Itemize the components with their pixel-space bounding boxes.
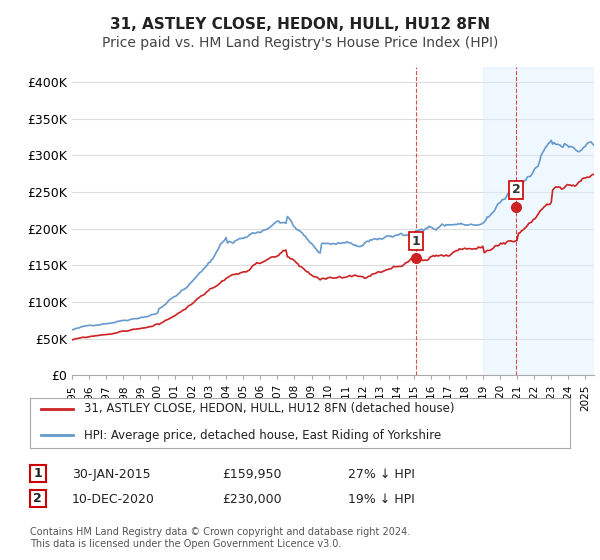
Text: 1: 1 — [34, 467, 42, 480]
Text: 27% ↓ HPI: 27% ↓ HPI — [348, 468, 415, 482]
Text: 31, ASTLEY CLOSE, HEDON, HULL, HU12 8FN: 31, ASTLEY CLOSE, HEDON, HULL, HU12 8FN — [110, 17, 490, 32]
Text: £159,950: £159,950 — [222, 468, 281, 482]
Text: 19% ↓ HPI: 19% ↓ HPI — [348, 493, 415, 506]
Text: 31, ASTLEY CLOSE, HEDON, HULL, HU12 8FN (detached house): 31, ASTLEY CLOSE, HEDON, HULL, HU12 8FN … — [84, 402, 455, 415]
Text: 2: 2 — [512, 183, 520, 196]
Text: 2: 2 — [34, 492, 42, 505]
Text: Contains HM Land Registry data © Crown copyright and database right 2024.
This d: Contains HM Land Registry data © Crown c… — [30, 527, 410, 549]
Bar — [483, 67, 594, 375]
Text: Price paid vs. HM Land Registry's House Price Index (HPI): Price paid vs. HM Land Registry's House … — [102, 36, 498, 50]
Text: 1: 1 — [411, 235, 420, 248]
Text: £230,000: £230,000 — [222, 493, 281, 506]
Text: HPI: Average price, detached house, East Riding of Yorkshire: HPI: Average price, detached house, East… — [84, 429, 441, 442]
Text: 10-DEC-2020: 10-DEC-2020 — [72, 493, 155, 506]
Text: 30-JAN-2015: 30-JAN-2015 — [72, 468, 151, 482]
